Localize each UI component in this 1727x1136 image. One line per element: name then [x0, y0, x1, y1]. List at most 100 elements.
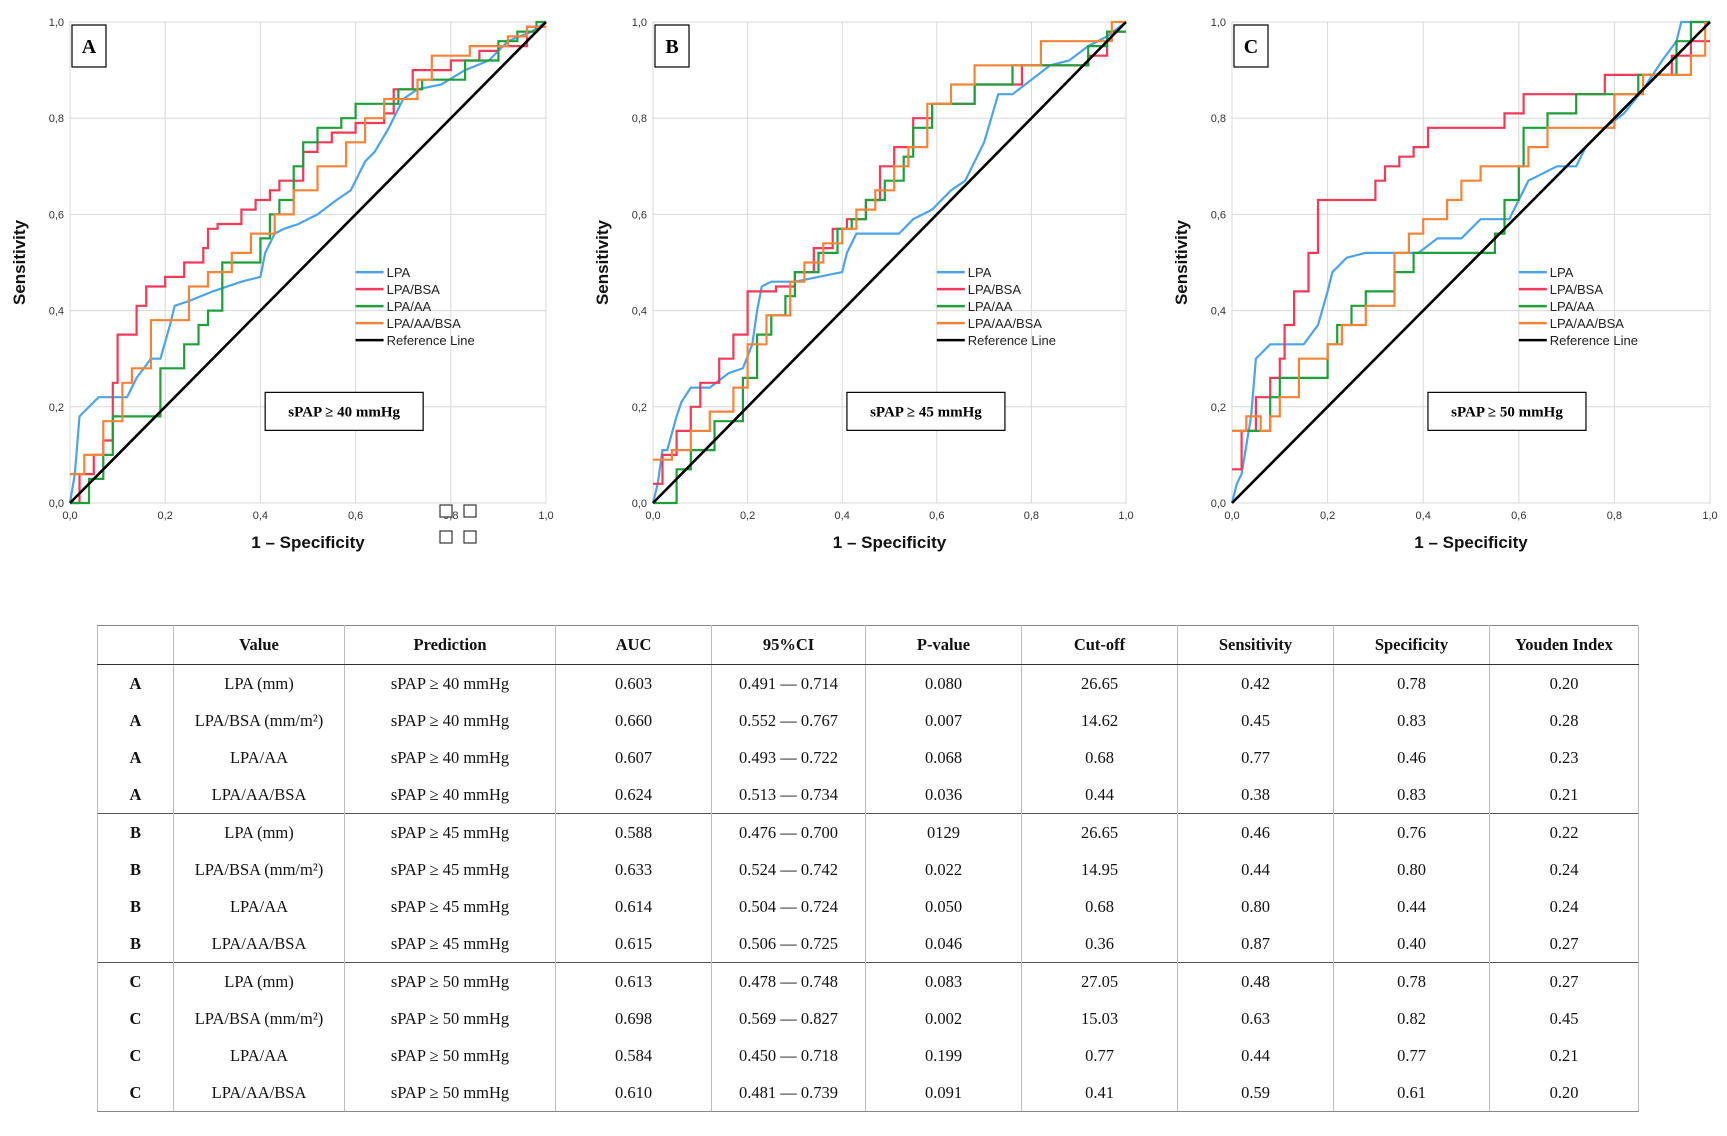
y-tick-label: 0,2 [49, 402, 64, 414]
x-tick-label: 0,6 [348, 510, 363, 522]
panel-cell: C [97, 962, 174, 1000]
table-row: C LPA/AA sPAP ≥ 50 mmHg 0.584 0.450 — 0.718 0… [97, 1037, 1639, 1074]
prediction-cell: sPAP ≥ 45 mmHg [344, 925, 556, 963]
specificity-cell: 0.83 [1333, 776, 1490, 814]
series-line-lpa-aa-bsa [653, 20, 1126, 461]
specificity-cell: 0.76 [1333, 813, 1490, 851]
table-header-row: Value Prediction AUC 95%CI P-value Cut-o… [97, 625, 1639, 665]
value-cell: LPA/AA [173, 888, 345, 925]
p-value-cell: 0.199 [865, 1037, 1022, 1074]
header-specificity: Specificity [1333, 625, 1490, 665]
value-cell: LPA/BSA (mm/m²) [173, 1000, 345, 1037]
legend-label: LPA/BSA [968, 282, 1022, 297]
prediction-cell: sPAP ≥ 40 mmHg [344, 739, 556, 776]
x-tick-label: 1,0 [1702, 510, 1717, 522]
header-auc: AUC [555, 625, 712, 665]
sensitivity-cell: 0.63 [1177, 1000, 1334, 1037]
x-tick-label: 0,0 [1224, 510, 1239, 522]
y-tick-label: 0,6 [49, 209, 64, 221]
legend-label: Reference Line [968, 333, 1056, 348]
y-tick-label: 0,2 [632, 402, 647, 414]
y-tick-label: 0,0 [1211, 498, 1226, 510]
table-row: A LPA/AA sPAP ≥ 40 mmHg 0.607 0.493 — 0.722 0… [97, 739, 1639, 776]
panel-label-box [1233, 24, 1269, 68]
table-row: C LPA/BSA (mm/m²) sPAP ≥ 50 mmHg 0.698 0.569… [97, 1000, 1639, 1037]
specificity-cell: 0.78 [1333, 962, 1490, 1000]
panel-cell: C [97, 1000, 174, 1037]
youden-cell: 0.24 [1489, 851, 1639, 888]
y-tick-label: 0,0 [632, 498, 647, 510]
auc-cell: 0.624 [555, 776, 712, 814]
header-sensitivity: Sensitivity [1177, 625, 1334, 665]
panel-cell: A [97, 739, 174, 776]
legend-label: LPA/AA [387, 299, 432, 314]
y-axis-title: Sensitivity [10, 219, 29, 305]
auc-cell: 0.614 [555, 888, 712, 925]
sensitivity-cell: 0.44 [1177, 851, 1334, 888]
threshold-annotation: sPAP ≥ 45 mmHg [870, 404, 982, 420]
table-row: B LPA (mm) sPAP ≥ 45 mmHg 0.588 0.476 — 0.70… [97, 813, 1639, 851]
prediction-cell: sPAP ≥ 50 mmHg [344, 1000, 556, 1037]
x-tick-label: 0,6 [1511, 510, 1526, 522]
selection-handle [439, 530, 453, 544]
legend-label: LPA/BSA [387, 282, 441, 297]
y-tick-label: 0,4 [1211, 306, 1226, 318]
value-cell: LPA/AA/BSA [173, 925, 345, 963]
header-p-value: P-value [865, 625, 1022, 665]
auc-cell: 0.613 [555, 962, 712, 1000]
panel-label-box [654, 24, 690, 68]
x-tick-label: 0,6 [929, 510, 944, 522]
auc-cell: 0.607 [555, 739, 712, 776]
specificity-cell: 0.40 [1333, 925, 1490, 963]
y-tick-label: 0,8 [632, 113, 647, 125]
y-tick-label: 0,4 [632, 306, 647, 318]
panel-cell: C [97, 1037, 174, 1074]
p-value-cell: 0129 [865, 813, 1022, 851]
ci-cell: 0.506 — 0.725 [711, 925, 866, 963]
threshold-annotation-box [264, 391, 424, 431]
auc-cell: 0.633 [555, 851, 712, 888]
series-line-reference-line [69, 21, 547, 504]
y-tick-label: 1,0 [1211, 17, 1226, 29]
threshold-annotation: sPAP ≥ 50 mmHg [1451, 404, 1563, 420]
cutoff-cell: 0.68 [1021, 888, 1178, 925]
sensitivity-cell: 0.38 [1177, 776, 1334, 814]
value-cell: LPA/AA [173, 1037, 345, 1074]
auc-cell: 0.615 [555, 925, 712, 963]
panel-cell: A [97, 702, 174, 739]
panel-label: A [82, 36, 97, 58]
panel-label-box [71, 24, 107, 68]
value-cell: LPA/BSA (mm/m²) [173, 851, 345, 888]
threshold-annotation: sPAP ≥ 40 mmHg [288, 404, 400, 420]
prediction-cell: sPAP ≥ 40 mmHg [344, 776, 556, 814]
x-tick-label: 0,4 [1416, 510, 1431, 522]
x-tick-label: 0,2 [1320, 510, 1335, 522]
table-row: C LPA/AA/BSA sPAP ≥ 50 mmHg 0.610 0.481 — 0.… [97, 1074, 1639, 1112]
table-row: B LPA/BSA (mm/m²) sPAP ≥ 45 mmHg 0.633 0.524… [97, 851, 1639, 888]
youden-cell: 0.23 [1489, 739, 1639, 776]
ci-cell: 0.481 — 0.739 [711, 1074, 866, 1112]
panel-cell: C [97, 1074, 174, 1112]
specificity-cell: 0.46 [1333, 739, 1490, 776]
p-value-cell: 0.080 [865, 664, 1022, 702]
series-line-reference-line [652, 21, 1127, 504]
specificity-cell: 0.44 [1333, 888, 1490, 925]
table-body: A LPA (mm) sPAP ≥ 40 mmHg 0.603 0.491 — 0.71… [97, 664, 1639, 1112]
cutoff-cell: 27.05 [1021, 962, 1178, 1000]
panel-cell: B [97, 925, 174, 963]
prediction-cell: sPAP ≥ 50 mmHg [344, 962, 556, 1000]
specificity-cell: 0.80 [1333, 851, 1490, 888]
series-line-lpa-aa [70, 20, 546, 505]
cutoff-cell: 0.44 [1021, 776, 1178, 814]
youden-cell: 0.20 [1489, 1074, 1639, 1112]
table-row: A LPA (mm) sPAP ≥ 40 mmHg 0.603 0.491 — 0.71… [97, 664, 1639, 702]
value-cell: LPA/AA [173, 739, 345, 776]
cutoff-cell: 14.95 [1021, 851, 1178, 888]
p-value-cell: 0.022 [865, 851, 1022, 888]
ci-cell: 0.493 — 0.722 [711, 739, 866, 776]
panel-cell: B [97, 888, 174, 925]
legend-label: LPA [387, 265, 411, 280]
y-tick-label: 0,2 [1211, 402, 1226, 414]
sensitivity-cell: 0.46 [1177, 813, 1334, 851]
p-value-cell: 0.068 [865, 739, 1022, 776]
